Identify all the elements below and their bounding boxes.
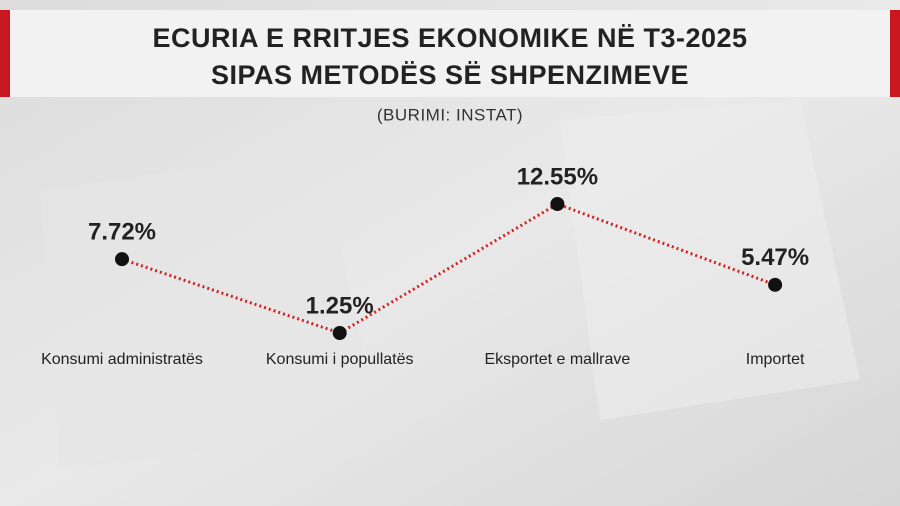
x-tick-label: Eksportet e mallrave — [484, 351, 630, 368]
data-point — [332, 326, 347, 340]
background-shape — [40, 150, 380, 470]
chart-title: SIPAS METODËS SË SHPENZIMEVE — [211, 60, 689, 90]
chart-subtitle: (BURIMI: INSTAT) — [377, 105, 523, 124]
value-label: 5.47% — [741, 244, 809, 271]
data-point — [550, 197, 565, 211]
title-band — [0, 10, 900, 97]
title-accent — [0, 10, 10, 97]
x-tick-label: Konsumi i popullatës — [266, 351, 414, 368]
title-accent — [890, 10, 900, 97]
x-tick-label: Konsumi administratës — [41, 351, 203, 368]
value-label: 1.25% — [306, 292, 374, 319]
data-point — [115, 252, 129, 267]
value-label: 7.72% — [88, 218, 156, 245]
x-tick-label: Importet — [746, 351, 805, 368]
chart-title: ECURIA E RRITJES EKONOMIKE NË T3-2025 — [152, 23, 747, 53]
data-line — [121, 202, 776, 335]
value-label: 12.55% — [517, 163, 598, 190]
data-point — [768, 277, 783, 292]
